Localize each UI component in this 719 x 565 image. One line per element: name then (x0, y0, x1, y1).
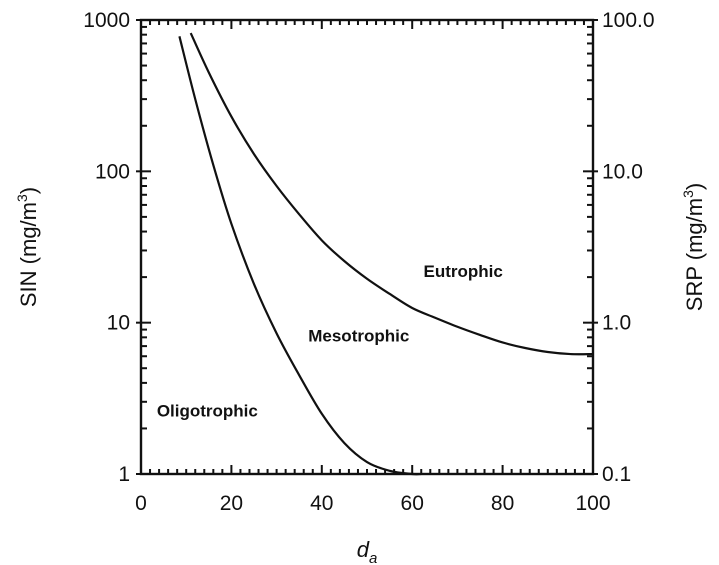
oligo-meso-boundary-line (178, 36, 422, 476)
y-right-axis-title: SRP (mg/m3) (680, 183, 707, 311)
x-tick-label: 0 (135, 492, 147, 515)
y-right-tick-label: 1.0 (602, 312, 631, 335)
x-tick-label: 100 (575, 492, 610, 515)
region-label-eutrophic: Eutrophic (424, 262, 503, 281)
y-right-tick-labels: 0.1 1.0 10.0 100.0 (602, 9, 655, 486)
x-tick-label: 20 (220, 492, 243, 515)
x-axis-title: da (357, 537, 378, 565)
region-labels: Oligotrophic Mesotrophic Eutrophic (157, 262, 503, 420)
y-left-tick-label: 1 (118, 463, 130, 486)
y-left-axis-title: SIN (mg/m3) (14, 187, 41, 307)
y-right-tick-label: 100.0 (602, 9, 655, 32)
series-group (178, 32, 594, 476)
x-tick-labels: 0 20 40 60 80 100 (135, 492, 610, 515)
x-tick-label: 60 (401, 492, 424, 515)
y-right-tick-label: 0.1 (602, 463, 631, 486)
y-left-tick-label: 100 (95, 160, 130, 183)
region-label-mesotrophic: Mesotrophic (308, 327, 409, 346)
x-tick-label: 80 (491, 492, 514, 515)
x-tick-label: 40 (310, 492, 333, 515)
y-left-tick-label: 10 (107, 312, 130, 335)
y-left-tick-label: 1000 (83, 9, 130, 32)
meso-eu-boundary-line (189, 32, 594, 356)
axis-ticks (136, 19, 598, 475)
region-label-oligotrophic: Oligotrophic (157, 401, 258, 420)
y-left-tick-labels: 1 10 100 1000 (83, 9, 130, 486)
y-right-tick-label: 10.0 (602, 160, 643, 183)
